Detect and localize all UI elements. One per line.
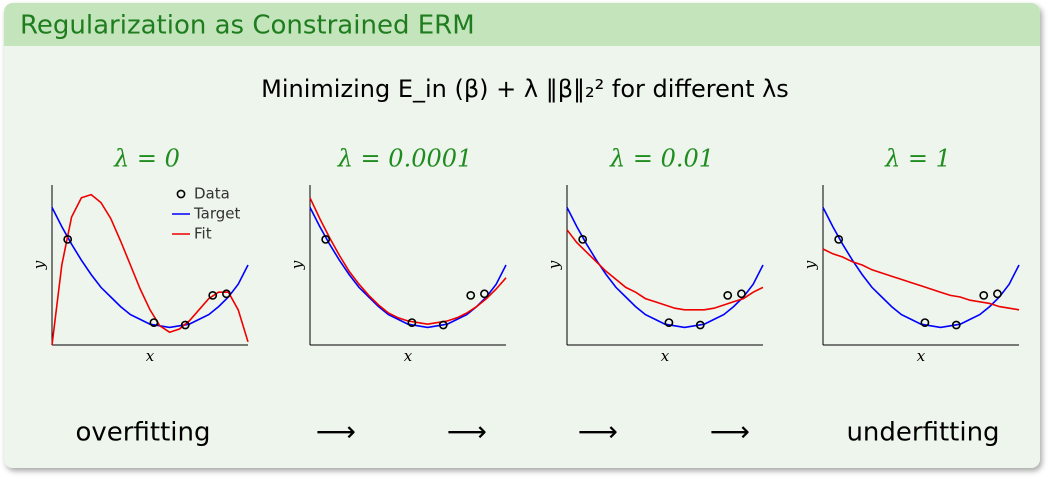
series-line	[566, 229, 764, 311]
data-point	[149, 318, 159, 327]
chart-title: λ = 0.01	[609, 145, 714, 173]
block-header	[4, 3, 1040, 46]
data-point	[407, 318, 417, 327]
data-point	[834, 234, 844, 244]
y-axis-label: y	[30, 260, 48, 270]
slide-title: Regularization as Constrained ERM	[20, 11, 475, 41]
chart: λ = 1 x y	[801, 145, 1020, 365]
legend-label: Data	[194, 185, 230, 203]
data-point	[578, 234, 588, 244]
data-point	[480, 289, 489, 299]
x-axis-label: x	[404, 347, 413, 365]
subtitle: Minimizing E_in (β) + λ ‖β‖₂² for differ…	[261, 75, 789, 103]
legend-label: Fit	[194, 225, 212, 243]
chart: λ = 0 x y Data Target Fit	[30, 145, 249, 365]
chart: λ = 0.01 x y	[545, 145, 764, 365]
footer-left: overfitting	[76, 418, 211, 448]
data-point	[979, 290, 989, 300]
y-axis-label: y	[288, 260, 306, 270]
legend-label: Target	[193, 205, 241, 223]
data-point	[723, 290, 733, 300]
x-axis-label: x	[146, 347, 155, 365]
footer: overfitting ⟶ ⟶ ⟶ ⟶ underfitting	[76, 415, 1000, 448]
data-point	[737, 289, 746, 299]
series-line	[51, 193, 249, 346]
y-axis-label: y	[545, 260, 563, 270]
series-line	[822, 248, 1020, 311]
footer-right: underfitting	[846, 418, 999, 448]
data-point	[222, 289, 231, 299]
footer-arrow: ⟶	[316, 415, 356, 448]
data-point	[951, 320, 961, 330]
data-point	[695, 320, 705, 330]
y-axis-label: y	[801, 260, 819, 270]
data-point	[180, 320, 190, 330]
footer-arrow: ⟶	[710, 415, 750, 448]
data-point	[208, 290, 218, 300]
data-point	[466, 290, 476, 300]
block-frame	[4, 3, 1040, 468]
data-point	[63, 234, 73, 244]
chart-title: λ = 1	[884, 145, 951, 173]
footer-arrow: ⟶	[578, 415, 618, 448]
chart-title: λ = 0	[113, 145, 180, 173]
data-point	[321, 234, 331, 244]
x-axis-label: x	[917, 347, 926, 365]
legend-marker	[176, 189, 186, 199]
chart-title: λ = 0.0001	[337, 145, 473, 173]
data-point	[993, 289, 1002, 299]
data-point	[438, 320, 448, 330]
footer-arrow: ⟶	[447, 415, 487, 448]
chart: λ = 0.0001 x y	[288, 145, 507, 365]
data-point	[920, 318, 930, 327]
data-point	[664, 318, 674, 327]
x-axis-label: x	[661, 347, 670, 365]
